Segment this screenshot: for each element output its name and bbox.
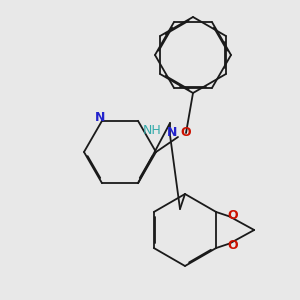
Text: N: N: [95, 111, 105, 124]
Text: N: N: [167, 127, 177, 140]
Text: O: O: [181, 127, 191, 140]
Text: O: O: [227, 209, 238, 222]
Text: O: O: [227, 239, 238, 252]
Text: NH: NH: [142, 124, 161, 136]
